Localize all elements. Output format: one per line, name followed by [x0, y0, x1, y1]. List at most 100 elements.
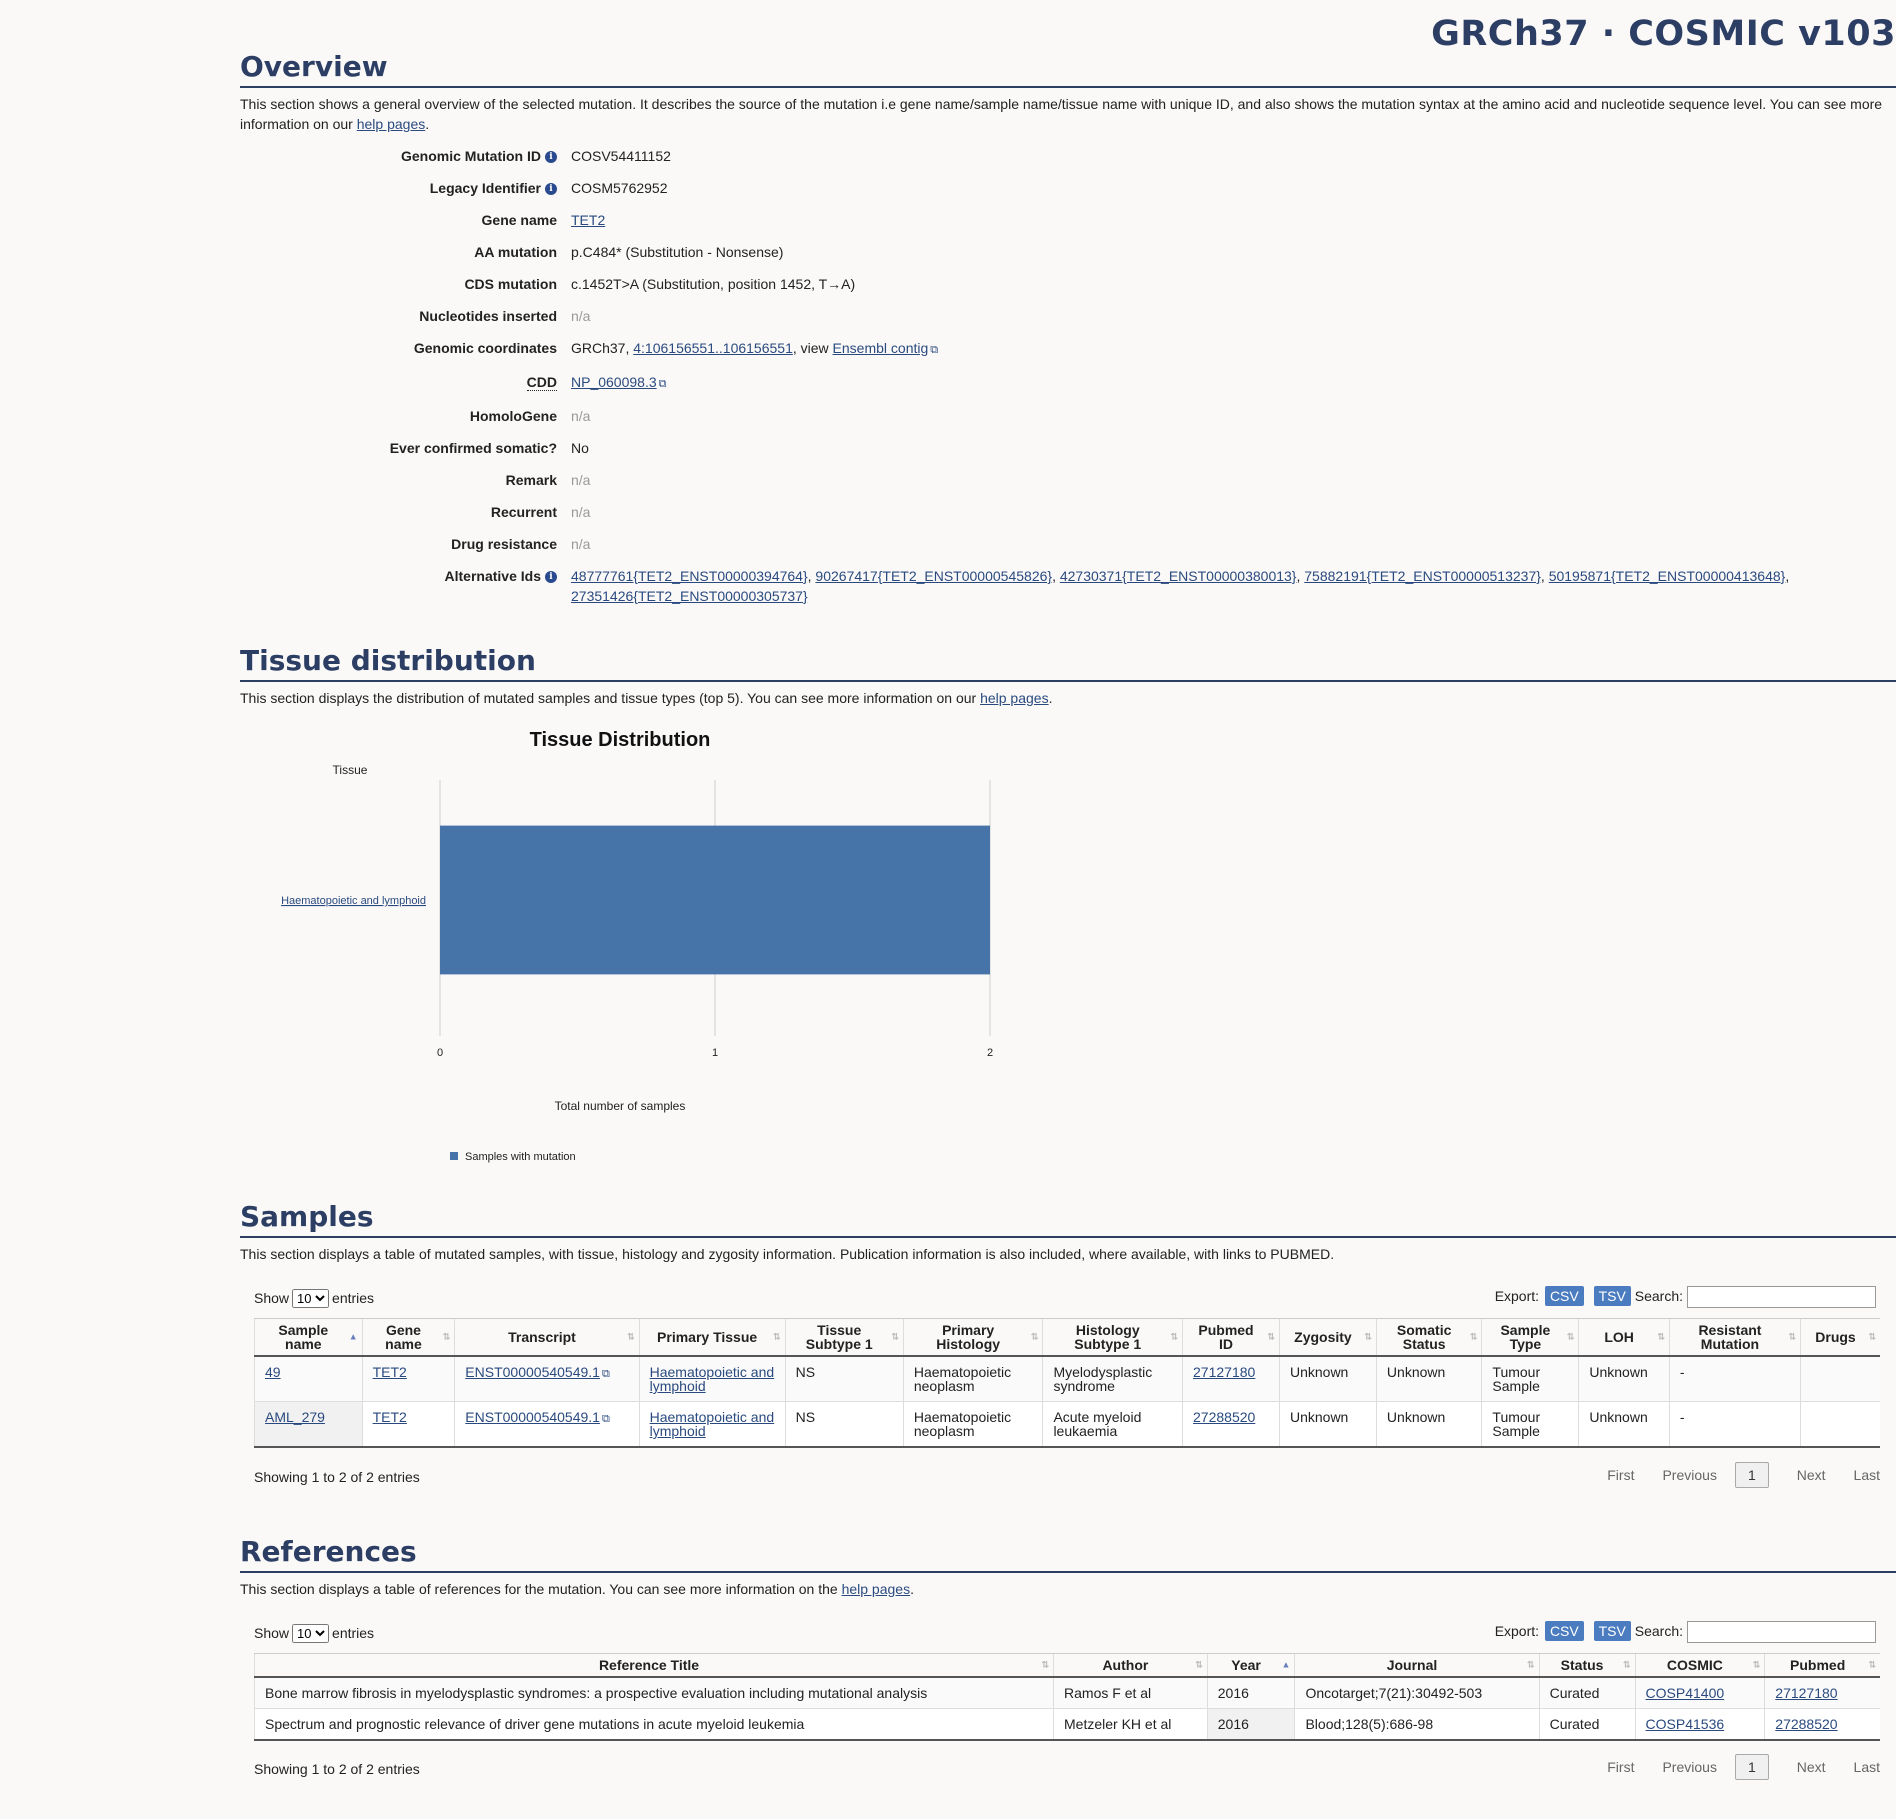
samples-cell-link[interactable]: ENST00000540549.1 [465, 1364, 600, 1380]
samples-tsv-button[interactable]: TSV [1593, 1286, 1631, 1306]
samples-col-header[interactable]: Zygosity ⇅ [1278, 1318, 1377, 1357]
references-tsv-button[interactable]: TSV [1593, 1621, 1631, 1641]
samples-col-header[interactable]: LOH ⇅ [1578, 1318, 1670, 1357]
sort-icon[interactable]: ⇅ [1622, 1659, 1631, 1670]
samples-page-1-button[interactable]: 1 [1734, 1462, 1769, 1488]
samples-col-header[interactable]: Drugs ⇅ [1799, 1318, 1880, 1357]
sort-ascending-icon[interactable]: ▲ [348, 1331, 358, 1342]
samples-col-header[interactable]: Histology Subtype 1 ⇅ [1042, 1318, 1183, 1357]
samples-col-header[interactable]: Transcript ⇅ [454, 1318, 640, 1357]
samples-cell: Acute myeloid leukaemia [1042, 1401, 1183, 1448]
cdd-link[interactable]: NP_060098.3 [571, 374, 657, 390]
samples-col-header[interactable]: Sample name ▲ [254, 1318, 363, 1357]
samples-col-header[interactable]: Gene name ⇅ [361, 1318, 455, 1357]
category-label-link[interactable]: Haematopoietic and lymphoid [281, 895, 426, 907]
references-col-header[interactable]: Year ▲ [1206, 1653, 1295, 1678]
sort-icon[interactable]: ⇅ [1267, 1331, 1275, 1342]
samples-col-header[interactable]: Pubmed ID ⇅ [1182, 1318, 1280, 1357]
references-page-1-button[interactable]: 1 [1734, 1754, 1769, 1780]
references-heading: References [240, 1535, 1896, 1573]
references-col-header[interactable]: COSMIC ⇅ [1634, 1653, 1765, 1678]
alternative-id-link[interactable]: 48777761{TET2_ENST00000394764} [571, 568, 808, 584]
info-icon[interactable]: i [545, 151, 557, 163]
samples-col-header[interactable]: Sample Type ⇅ [1481, 1318, 1579, 1357]
samples-col-header[interactable]: Somatic Status ⇅ [1375, 1318, 1482, 1357]
info-icon[interactable]: i [545, 571, 557, 583]
kv-aa-mutation: AA mutation p.C484* (Substitution - Nons… [240, 242, 1896, 262]
references-col-header[interactable]: Journal ⇅ [1294, 1653, 1540, 1678]
gene-name-link[interactable]: TET2 [571, 212, 606, 228]
samples-search-input[interactable] [1687, 1286, 1876, 1309]
genomic-coordinates-link[interactable]: 4:106156551..106156551 [633, 340, 793, 356]
alternative-id-link[interactable]: 75882191{TET2_ENST00000513237} [1304, 568, 1541, 584]
samples-cell [1799, 1356, 1880, 1402]
sort-icon[interactable]: ⇅ [1657, 1331, 1665, 1342]
sort-icon[interactable]: ⇅ [773, 1331, 781, 1342]
references-page-size-select[interactable]: 10 [292, 1624, 330, 1643]
sort-icon[interactable]: ⇅ [1364, 1331, 1372, 1342]
alternative-id-link[interactable]: 42730371{TET2_ENST00000380013} [1059, 568, 1297, 584]
references-col-header[interactable]: Pubmed ⇅ [1764, 1653, 1880, 1678]
samples-cell-link[interactable]: 27288520 [1193, 1409, 1256, 1425]
references-help-link[interactable]: help pages [841, 1581, 911, 1597]
sort-icon[interactable]: ⇅ [1469, 1331, 1478, 1342]
samples-cell-link[interactable]: TET2 [372, 1364, 407, 1380]
references-search-input[interactable] [1687, 1621, 1876, 1644]
samples-col-label: Tissue Subtype 1 [805, 1322, 873, 1352]
sort-icon[interactable]: ⇅ [1041, 1659, 1050, 1670]
references-cell-link[interactable]: COSP41536 [1645, 1716, 1725, 1732]
samples-previous-button[interactable]: Previous [1662, 1467, 1717, 1483]
references-last-button[interactable]: Last [1853, 1759, 1880, 1775]
samples-cell-link[interactable]: 49 [265, 1364, 281, 1380]
tissue-help-link[interactable]: help pages [980, 690, 1049, 706]
samples-csv-button[interactable]: CSV [1544, 1286, 1584, 1306]
sort-icon[interactable]: ⇅ [1752, 1659, 1761, 1670]
sort-ascending-icon[interactable]: ▲ [1281, 1659, 1291, 1670]
samples-page-size-select[interactable]: 10 [292, 1289, 330, 1308]
sort-icon[interactable]: ⇅ [1868, 1659, 1876, 1670]
sort-icon[interactable]: ⇅ [1170, 1331, 1179, 1342]
sort-icon[interactable]: ⇅ [442, 1331, 451, 1342]
samples-cell-link[interactable]: TET2 [372, 1409, 407, 1425]
samples-table: Sample name ▲ Gene name ⇅ Transcript ⇅ Primary… [254, 1318, 1880, 1448]
references-cell-link[interactable]: COSP41400 [1645, 1685, 1725, 1701]
sort-icon[interactable]: ⇅ [891, 1331, 899, 1342]
references-cell-link[interactable]: 27127180 [1775, 1685, 1838, 1701]
samples-last-button[interactable]: Last [1853, 1467, 1880, 1483]
alternative-id-link[interactable]: 50195871{TET2_ENST00000413648} [1548, 568, 1786, 584]
references-csv-button[interactable]: CSV [1544, 1621, 1584, 1641]
samples-col-header[interactable]: Resistant Mutation ⇅ [1668, 1318, 1801, 1357]
samples-first-button[interactable]: First [1607, 1467, 1635, 1483]
samples-cell-link[interactable]: AML_279 [265, 1409, 325, 1425]
sort-icon[interactable]: ⇅ [627, 1331, 635, 1342]
samples-col-header[interactable]: Primary Tissue ⇅ [638, 1318, 786, 1357]
overview-help-link[interactable]: help pages [356, 116, 426, 132]
references-col-header[interactable]: Reference Title ⇅ [253, 1653, 1054, 1678]
sort-icon[interactable]: ⇅ [1030, 1331, 1039, 1342]
sort-icon[interactable]: ⇅ [1566, 1331, 1575, 1342]
references-cell-link[interactable]: 27288520 [1775, 1716, 1838, 1732]
references-next-button[interactable]: Next [1796, 1759, 1826, 1775]
sort-icon[interactable]: ⇅ [1527, 1659, 1535, 1670]
homologene-value: n/a [571, 408, 591, 424]
samples-next-button[interactable]: Next [1796, 1467, 1826, 1483]
samples-cell-link[interactable]: 27127180 [1193, 1364, 1256, 1380]
references-col-header[interactable]: Author ⇅ [1053, 1653, 1208, 1678]
sort-icon[interactable]: ⇅ [1788, 1331, 1796, 1342]
references-first-button[interactable]: First [1607, 1759, 1635, 1775]
samples-cell-link[interactable]: Haematopoietic and lymphoid [649, 1364, 775, 1394]
sort-icon[interactable]: ⇅ [1195, 1659, 1203, 1670]
references-previous-button[interactable]: Previous [1662, 1759, 1717, 1775]
alternative-id-link[interactable]: 90267417{TET2_ENST00000545826} [815, 568, 1053, 584]
samples-col-header[interactable]: Primary Histology ⇅ [902, 1318, 1043, 1357]
sort-icon[interactable]: ⇅ [1868, 1331, 1876, 1342]
info-icon[interactable]: i [545, 183, 557, 195]
references-cell: COSP41536 [1634, 1708, 1765, 1741]
references-desc-end: . [910, 1581, 914, 1597]
references-col-header[interactable]: Status ⇅ [1538, 1653, 1636, 1678]
ensembl-contig-link[interactable]: Ensembl contig [832, 340, 929, 356]
samples-col-header[interactable]: Tissue Subtype 1 ⇅ [784, 1318, 904, 1357]
samples-cell-link[interactable]: ENST00000540549.1 [465, 1409, 600, 1425]
alternative-id-link[interactable]: 27351426{TET2_ENST00000305737} [571, 588, 808, 604]
samples-cell-link[interactable]: Haematopoietic and lymphoid [649, 1409, 775, 1439]
